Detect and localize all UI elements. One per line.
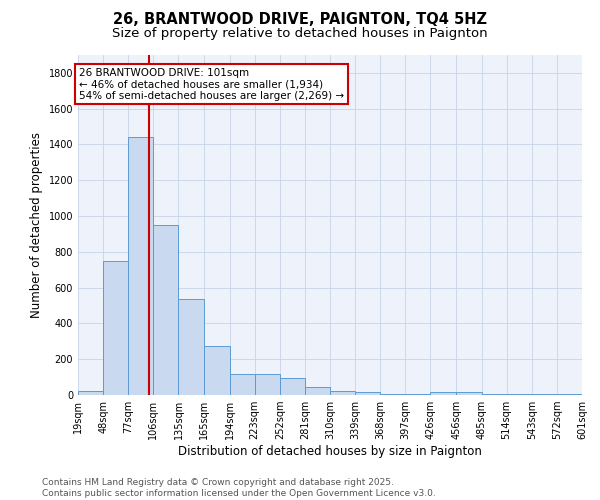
Text: 26 BRANTWOOD DRIVE: 101sqm
← 46% of detached houses are smaller (1,934)
54% of s: 26 BRANTWOOD DRIVE: 101sqm ← 46% of deta…: [79, 68, 344, 100]
Bar: [380, 394, 406, 395]
Bar: [457, 392, 482, 395]
Text: 26, BRANTWOOD DRIVE, PAIGNTON, TQ4 5HZ: 26, BRANTWOOD DRIVE, PAIGNTON, TQ4 5HZ: [113, 12, 487, 28]
X-axis label: Distribution of detached houses by size in Paignton: Distribution of detached houses by size …: [178, 445, 482, 458]
Bar: [230, 374, 254, 395]
Y-axis label: Number of detached properties: Number of detached properties: [30, 132, 43, 318]
Bar: [482, 394, 506, 395]
Bar: [557, 394, 582, 395]
Bar: [205, 346, 230, 395]
Bar: [78, 390, 103, 395]
Bar: [280, 378, 305, 395]
Bar: [154, 225, 178, 395]
Bar: [430, 392, 457, 395]
Bar: [305, 387, 330, 395]
Bar: [178, 300, 205, 395]
Bar: [355, 392, 380, 395]
Bar: [128, 138, 154, 395]
Bar: [532, 394, 557, 395]
Text: Contains HM Land Registry data © Crown copyright and database right 2025.
Contai: Contains HM Land Registry data © Crown c…: [42, 478, 436, 498]
Bar: [103, 261, 128, 395]
Bar: [254, 374, 280, 395]
Text: Size of property relative to detached houses in Paignton: Size of property relative to detached ho…: [112, 28, 488, 40]
Bar: [406, 394, 430, 395]
Bar: [330, 390, 355, 395]
Bar: [506, 394, 532, 395]
